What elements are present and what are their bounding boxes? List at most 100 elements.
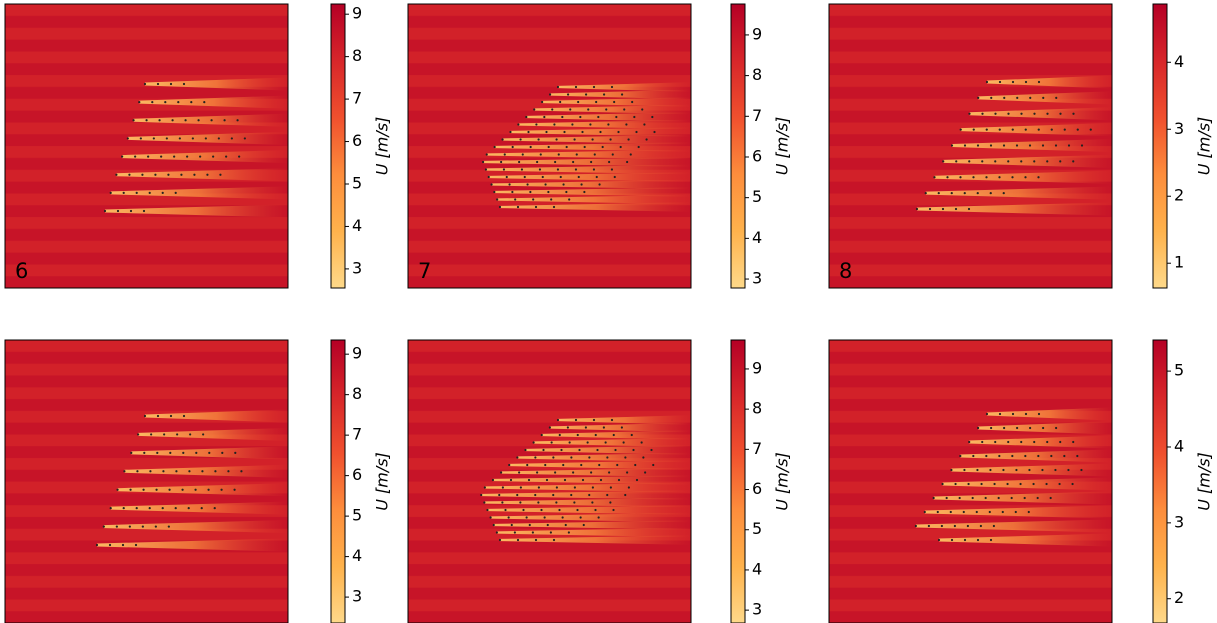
wake — [533, 437, 691, 448]
turbine — [137, 433, 140, 436]
turbine — [496, 198, 499, 201]
wake — [978, 91, 1112, 105]
turbine — [162, 470, 165, 473]
wake — [987, 407, 1112, 421]
turbine — [213, 507, 216, 510]
heatmap-panel — [5, 340, 288, 623]
turbine — [540, 508, 543, 512]
field-band — [5, 15, 288, 29]
panel-frame — [4, 3, 289, 289]
turbine — [156, 414, 160, 418]
turbine — [545, 478, 549, 482]
wake — [915, 519, 1112, 533]
turbine — [156, 451, 159, 454]
turbine — [176, 433, 179, 436]
turbine — [635, 478, 639, 482]
turbine — [208, 451, 211, 454]
turbine — [612, 433, 615, 437]
turbine — [588, 493, 591, 497]
colorbar-label: U [m/s] — [373, 117, 392, 176]
turbine — [498, 493, 501, 497]
wake — [485, 164, 691, 175]
panel-frame — [828, 3, 1113, 289]
field-band — [5, 276, 288, 288]
turbine — [158, 119, 161, 122]
wake — [558, 82, 691, 92]
turbine — [1037, 128, 1040, 131]
turbine — [532, 198, 535, 201]
field-band — [5, 217, 288, 230]
turbine — [1059, 160, 1062, 163]
field-band — [5, 264, 288, 277]
turbine — [962, 510, 965, 514]
colorbar-tick-label: 4 — [752, 559, 762, 578]
turbine — [613, 175, 616, 179]
colorbar — [1152, 3, 1168, 289]
turbine — [116, 488, 119, 491]
turbine — [1006, 482, 1009, 486]
colorbar-tick-label: 4 — [1174, 52, 1184, 71]
field-band — [408, 540, 691, 553]
turbine — [501, 138, 504, 141]
turbine — [122, 191, 125, 194]
colorbar-tick-label: 4 — [352, 216, 362, 235]
field-band — [5, 493, 288, 506]
turbine — [581, 478, 585, 482]
turbine — [579, 115, 582, 119]
turbine — [1011, 128, 1014, 131]
turbine — [1011, 454, 1014, 458]
turbine — [531, 531, 534, 534]
colorbar-tick-label: 3 — [352, 258, 362, 277]
turbine — [149, 470, 152, 473]
field-band — [408, 564, 691, 577]
turbine — [615, 115, 618, 119]
turbine — [1029, 96, 1032, 99]
turbine — [1041, 144, 1045, 147]
field-band — [408, 375, 691, 388]
turbine — [994, 112, 997, 115]
turbine — [597, 115, 600, 119]
turbine — [1024, 454, 1027, 458]
colorbar-tick-label: 7 — [752, 439, 762, 458]
turbine — [627, 486, 630, 489]
turbine — [527, 130, 530, 134]
turbine — [537, 138, 540, 141]
turbine — [630, 433, 633, 437]
field-band — [5, 552, 288, 565]
turbine — [610, 85, 614, 89]
turbine — [517, 123, 520, 126]
panel-label: 8 — [839, 259, 852, 283]
turbine — [998, 80, 1002, 84]
turbine — [135, 507, 138, 510]
wake — [124, 464, 288, 478]
turbine — [563, 130, 566, 134]
turbine — [1050, 128, 1053, 131]
turbine — [557, 153, 560, 156]
turbine — [976, 468, 979, 472]
turbine — [552, 538, 556, 542]
turbine — [1067, 144, 1071, 147]
turbine — [1011, 176, 1014, 179]
turbine — [160, 155, 163, 158]
turbine — [505, 175, 508, 179]
turbine — [577, 100, 580, 104]
turbine — [503, 153, 506, 156]
field-band — [408, 340, 691, 353]
turbine — [485, 153, 488, 156]
turbine — [967, 482, 970, 486]
turbine — [536, 160, 539, 164]
field-band — [5, 564, 288, 577]
turbine — [604, 441, 607, 444]
turbine — [115, 525, 118, 528]
field-band — [5, 27, 288, 40]
wake — [558, 415, 691, 425]
turbine — [633, 115, 636, 119]
turbine — [963, 538, 967, 542]
turbine — [206, 173, 209, 176]
turbine — [625, 123, 628, 126]
field-band — [408, 387, 691, 400]
colorbar-tick-label: 3 — [352, 587, 362, 606]
turbine — [650, 448, 653, 452]
panel-label: 7 — [418, 259, 431, 283]
